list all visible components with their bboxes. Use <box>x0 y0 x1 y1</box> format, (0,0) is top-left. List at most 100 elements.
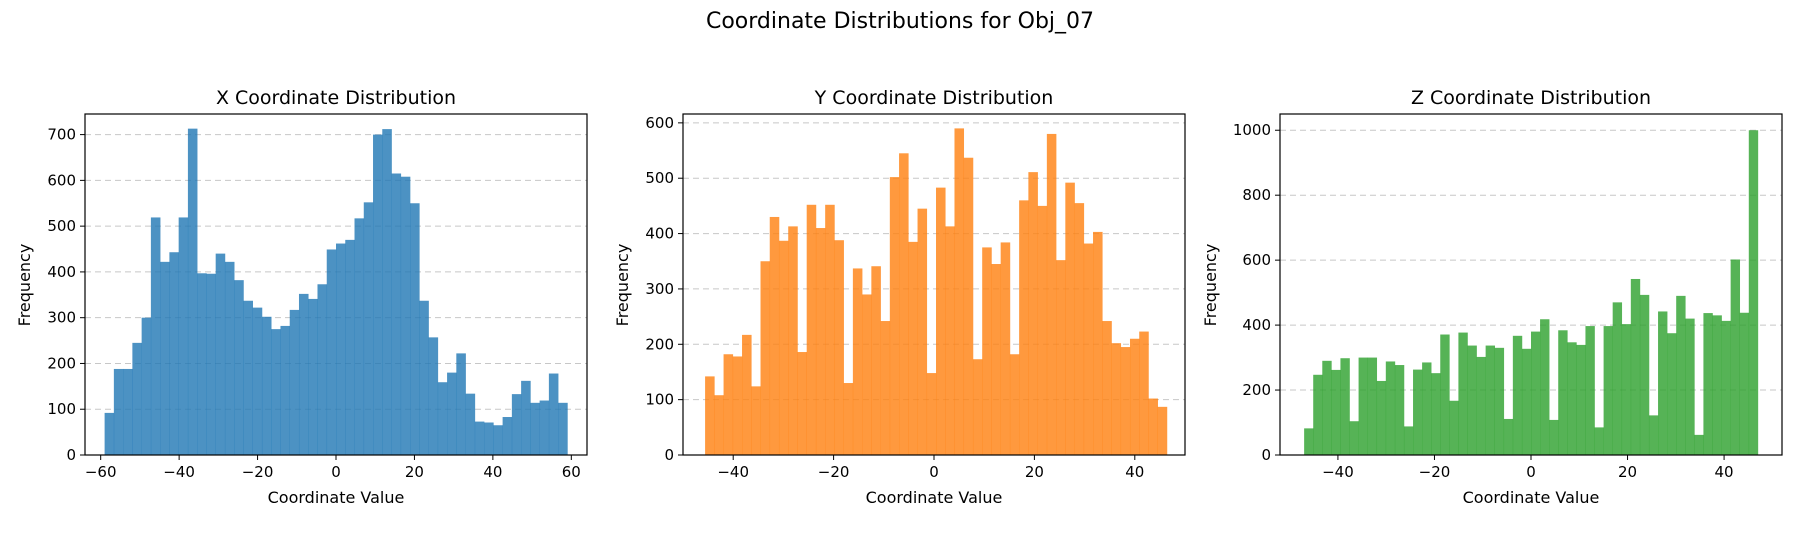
x-histogram-xlabel: Coordinate Value <box>268 488 405 507</box>
z-histogram-xtick-label: 40 <box>1715 463 1734 481</box>
y-histogram-bar <box>769 216 780 455</box>
y-histogram-bar <box>945 226 955 455</box>
figure-title: Coordinate Distributions for Obj_07 <box>706 9 1094 34</box>
z-histogram-panel: Z Coordinate Distribution Coordinate Val… <box>1201 87 1783 507</box>
x-histogram-bar <box>363 202 374 455</box>
y-histogram-bar <box>889 177 900 455</box>
z-histogram-ytick-label: 800 <box>1242 186 1271 204</box>
y-histogram-title: Y Coordinate Distribution <box>814 87 1054 109</box>
x-histogram-bar <box>521 380 531 455</box>
z-histogram-bar <box>1721 320 1731 455</box>
x-histogram-bar <box>298 293 309 455</box>
x-histogram-bar <box>465 393 476 455</box>
x-histogram-bar <box>169 252 179 455</box>
z-histogram-bar <box>1304 428 1314 455</box>
x-histogram-bar <box>178 217 189 455</box>
z-histogram-bar <box>1739 312 1750 455</box>
y-histogram-ytick-label: 0 <box>664 446 674 464</box>
y-histogram-bar <box>862 294 872 455</box>
y-histogram-bar <box>714 395 724 455</box>
z-histogram-bar <box>1676 295 1686 455</box>
y-histogram-bar <box>723 354 734 455</box>
y-histogram-bar <box>1037 205 1048 455</box>
z-histogram-bar <box>1422 362 1432 455</box>
z-histogram-bar <box>1494 347 1505 455</box>
z-histogram-bar <box>1394 365 1405 455</box>
z-histogram-bar <box>1521 348 1532 455</box>
z-histogram-bar <box>1648 415 1659 455</box>
z-histogram-bar <box>1712 315 1722 455</box>
y-histogram-bar <box>732 356 743 455</box>
y-histogram-xtick-label: −20 <box>818 463 850 481</box>
y-histogram-bar <box>1139 331 1149 455</box>
x-histogram-xtick-label: −60 <box>85 463 117 481</box>
y-histogram-ytick-label: 500 <box>645 169 674 187</box>
x-histogram-bar <box>419 300 429 455</box>
z-histogram-bar <box>1685 318 1695 455</box>
y-histogram-bar <box>852 268 863 455</box>
y-histogram-ytick-label: 100 <box>645 391 674 409</box>
y-histogram-bar <box>880 321 891 455</box>
z-histogram-bar <box>1730 259 1741 455</box>
z-histogram-xtick-label: −20 <box>1419 463 1451 481</box>
x-histogram-bar <box>382 129 392 456</box>
y-histogram-bar <box>972 359 983 455</box>
z-histogram-bar <box>1367 357 1378 455</box>
x-histogram-bar <box>104 412 115 455</box>
z-histogram-bar <box>1667 333 1677 455</box>
z-histogram-bar <box>1485 345 1496 455</box>
z-histogram-bar <box>1467 345 1477 455</box>
y-histogram-bar <box>1074 203 1085 455</box>
z-histogram-bar <box>1431 373 1441 455</box>
z-histogram-bar <box>1658 311 1668 455</box>
z-histogram-bar <box>1612 302 1623 455</box>
y-histogram-bar <box>1056 260 1066 455</box>
z-histogram-bar <box>1576 344 1586 455</box>
x-histogram-ytick-label: 700 <box>47 126 76 144</box>
x-histogram-ytick-label: 400 <box>47 263 76 281</box>
y-histogram-bar <box>1111 343 1122 455</box>
z-histogram-bar <box>1503 418 1514 455</box>
z-histogram-bar <box>1413 369 1423 455</box>
y-histogram-bar <box>1120 347 1131 455</box>
z-histogram-bar <box>1358 357 1368 455</box>
y-histogram-bar <box>778 240 789 455</box>
x-histogram-bar <box>400 176 411 455</box>
x-histogram-bar <box>197 273 207 455</box>
z-histogram-ytick-label: 1000 <box>1233 121 1271 139</box>
x-histogram-bar <box>252 307 263 455</box>
x-histogram-bar <box>308 298 318 455</box>
x-histogram-ytick-label: 300 <box>47 309 76 327</box>
x-histogram-ytick-label: 200 <box>47 354 76 372</box>
x-histogram-bar <box>437 382 448 455</box>
y-histogram-bar <box>742 334 752 455</box>
y-histogram-bar <box>843 383 854 455</box>
z-histogram-xtick-label: 0 <box>1526 463 1536 481</box>
y-histogram-bar <box>963 157 974 455</box>
x-histogram-bar <box>493 425 503 455</box>
x-histogram-bar <box>484 422 494 455</box>
z-histogram-bar <box>1476 356 1486 455</box>
z-histogram-xtick-label: 20 <box>1618 463 1637 481</box>
x-histogram-bar <box>326 249 337 455</box>
z-histogram-bar <box>1349 421 1359 455</box>
z-histogram-ytick-label: 0 <box>1261 446 1271 464</box>
z-histogram-bar <box>1748 130 1759 455</box>
z-histogram-bar <box>1376 380 1387 455</box>
z-histogram-xtick-label: −40 <box>1322 463 1354 481</box>
x-histogram-bar <box>373 134 383 455</box>
x-histogram-bar <box>123 368 133 455</box>
z-histogram-bar <box>1449 400 1459 455</box>
z-histogram-bar <box>1322 360 1332 455</box>
x-histogram-bar <box>132 342 142 455</box>
y-histogram-bar <box>751 386 761 455</box>
x-histogram-ytick-label: 0 <box>66 446 76 464</box>
x-histogram-xtick-label: 0 <box>331 463 341 481</box>
x-histogram-bar <box>224 261 235 455</box>
z-histogram-bar <box>1703 313 1713 455</box>
z-histogram-bar <box>1512 335 1523 455</box>
y-histogram-bar <box>1157 406 1168 455</box>
z-histogram-bar <box>1540 319 1550 455</box>
y-histogram-bar <box>1009 354 1020 455</box>
x-histogram-bar <box>261 316 272 455</box>
